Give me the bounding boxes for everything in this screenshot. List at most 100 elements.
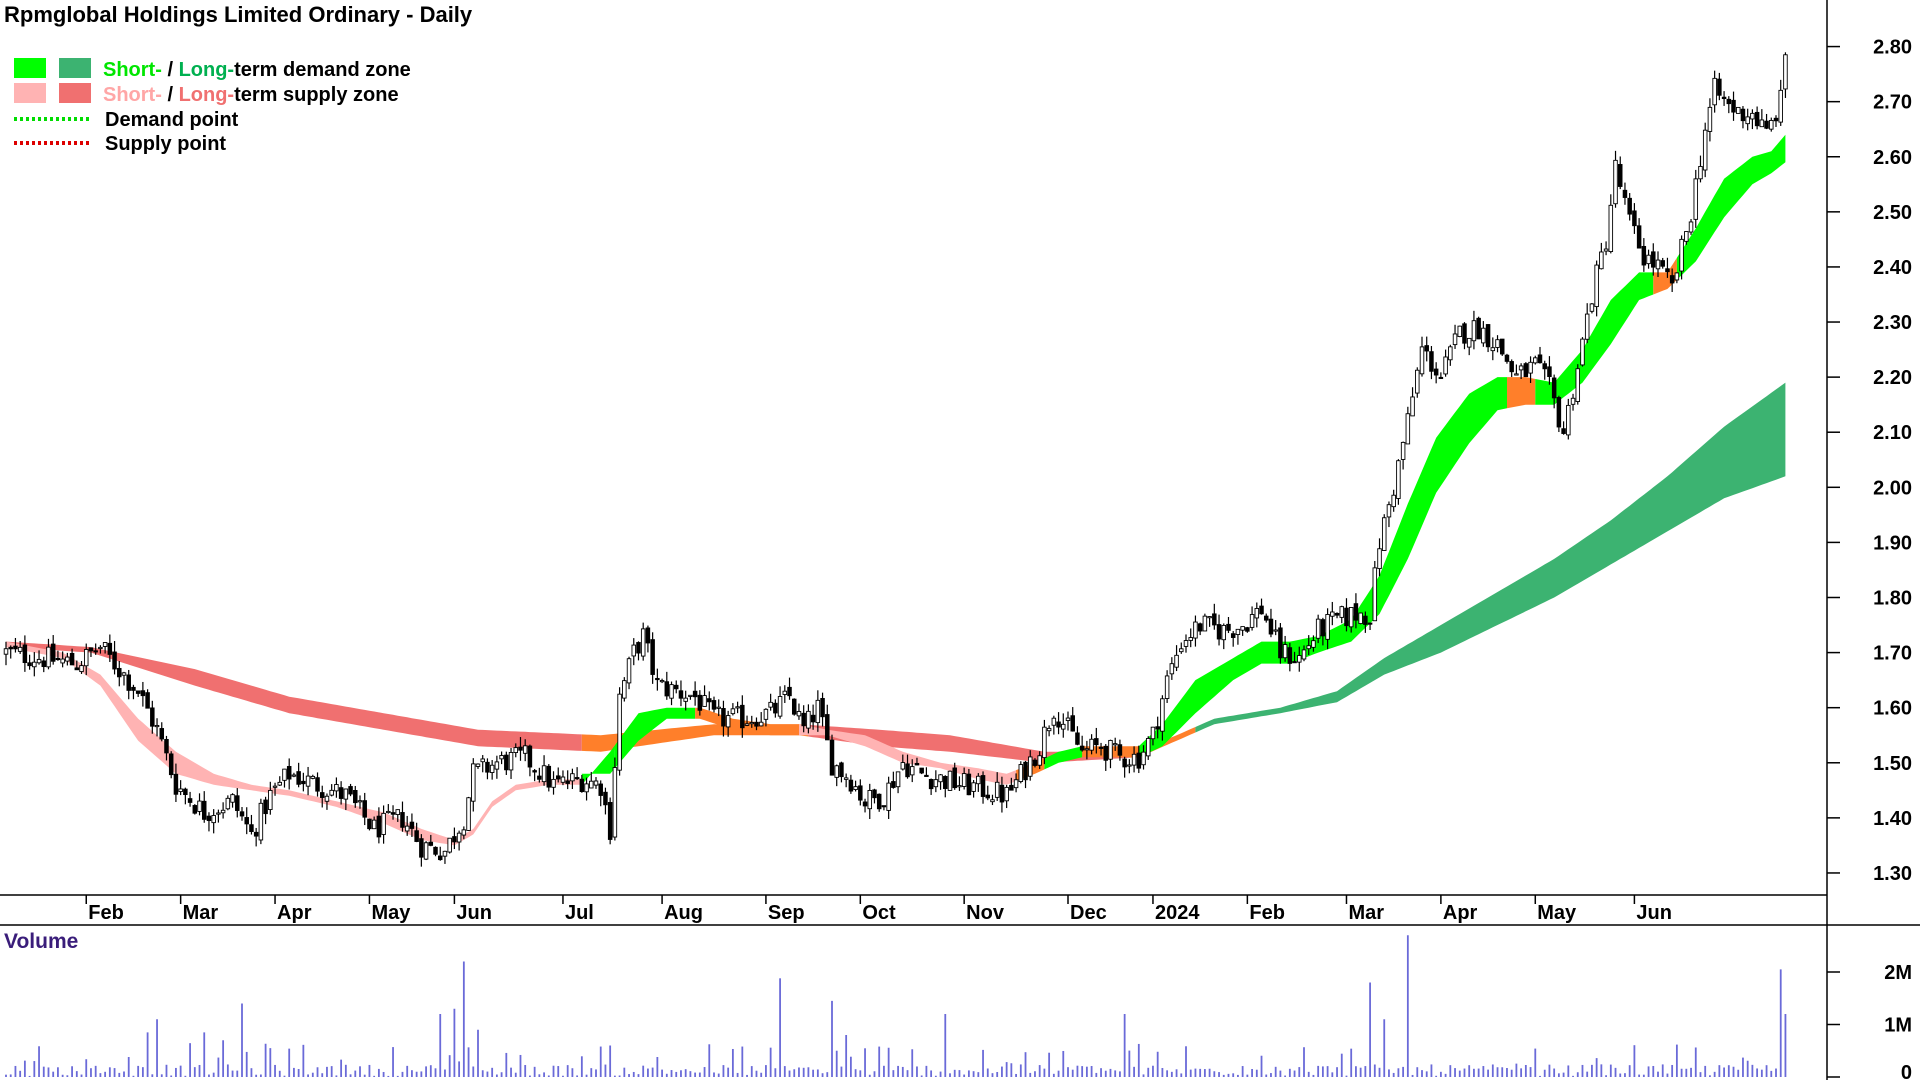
date-tick-label: Feb [1249,902,1285,924]
short-term-supply-zone-2 [799,724,1017,785]
candle [546,764,552,792]
candle [947,770,953,791]
short-term-demand-zone-1 [581,745,615,785]
short-term-demand-zone-5 [1138,377,1507,758]
candle [702,685,707,707]
candle [1273,620,1278,636]
candle [121,671,127,686]
candle [532,769,537,782]
candle [1754,106,1760,130]
price-tick-label: 2.40 [1873,257,1912,279]
candle [13,637,18,653]
candle [1311,635,1316,652]
candle [442,850,448,864]
candle [1179,642,1184,654]
candle [957,776,962,791]
candle [782,685,788,704]
chart-title: Rpmglobal Holdings Limited Ordinary - Da… [4,2,473,27]
candle [961,767,967,790]
candle [1282,635,1288,662]
candle [93,643,98,655]
candle [853,780,858,792]
candle [1127,759,1132,774]
candle [1023,760,1028,789]
candle [1679,235,1684,280]
candle [471,758,476,812]
candle [1702,122,1708,178]
volume-tick-labels: 2M 1M 0 [1827,962,1912,1080]
candle [447,837,452,854]
candle [1509,359,1514,378]
short-term-transition-zone-4 [1507,377,1536,409]
candle [1783,52,1788,98]
candle [825,704,830,741]
candle [22,635,28,672]
candle [1339,605,1345,624]
candle [1216,614,1222,646]
date-tick-label: Dec [1070,902,1107,924]
candle [1263,613,1269,623]
candle [749,715,755,728]
legend-demand-rest-part: term demand zone [234,59,411,81]
candle [1759,109,1765,128]
candle [17,640,23,654]
candle [758,712,764,727]
candle [1386,501,1392,528]
candle [1183,634,1189,653]
candle [1415,367,1420,398]
candle [985,785,991,801]
candle [1438,372,1444,380]
candle [1089,734,1094,755]
candle [994,772,1000,801]
candle [1537,346,1543,364]
short-term-demand-zone-3 [638,707,696,741]
candle [820,692,825,727]
candle [1514,364,1519,376]
candle [673,680,679,694]
candle [437,846,443,861]
candle [1150,726,1156,746]
candle [433,846,438,857]
candle [1745,108,1750,131]
candle [1396,459,1401,505]
candle [140,681,146,707]
candle [1457,325,1463,338]
candle [1141,745,1146,770]
candle [173,763,179,802]
candle [914,757,920,766]
candle [735,701,740,714]
candle [1325,608,1330,650]
candle [112,641,117,675]
date-tick-label: Jun [456,902,492,924]
candle [1292,651,1297,664]
candle [32,652,37,677]
date-tick-labels: Feb Mar Apr May Jun Jul Aug Sep Oct Nov Dec 2024 Feb… [85,895,1672,924]
candle [669,681,674,706]
candle [1471,310,1477,350]
candle [1287,642,1293,672]
candle [1726,96,1732,114]
legend-demand-short-part: Short- [103,59,162,81]
candle [1103,744,1109,771]
candle [504,751,509,775]
candle [88,647,94,657]
candle [787,677,792,700]
candle [1462,322,1467,350]
candle [555,767,561,783]
candle [367,818,372,831]
candle [843,773,849,788]
candle [508,747,514,779]
candle [145,689,150,709]
candle [560,770,566,786]
candle [1693,169,1699,228]
candle [1419,336,1425,377]
price-tick-label: 2.60 [1873,147,1912,169]
candle [645,625,651,653]
candle [36,650,42,665]
candle [976,773,981,792]
candle [1717,72,1722,101]
candle [806,704,811,734]
candle [801,705,806,733]
candle [570,768,575,790]
candle [716,699,721,717]
